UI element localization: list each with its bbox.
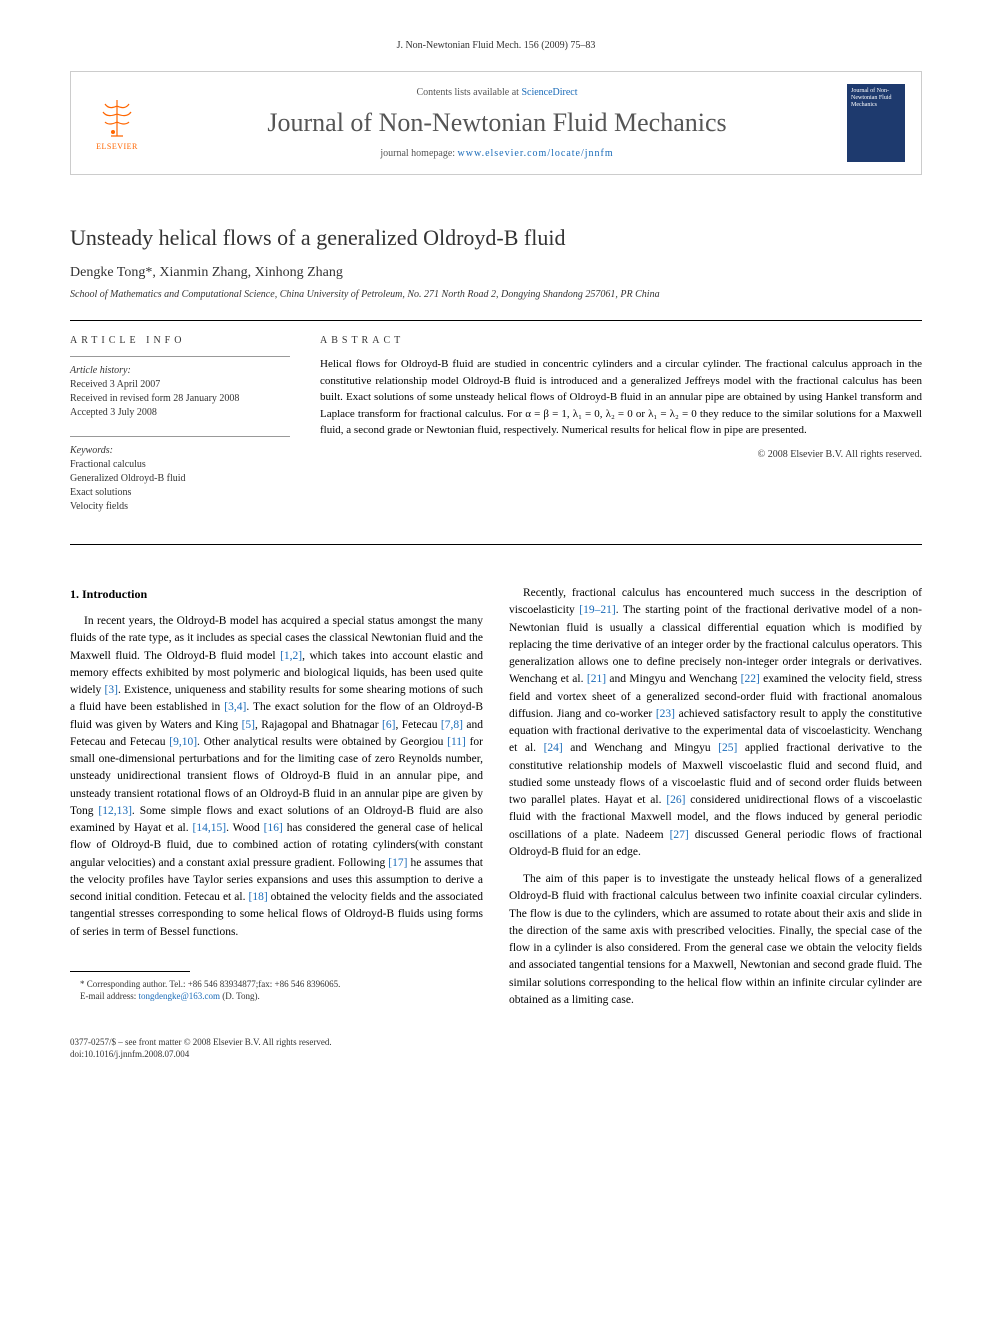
- body-columns: 1. Introduction In recent years, the Old…: [70, 585, 922, 1019]
- author-email[interactable]: tongdengke@163.com: [138, 991, 220, 1001]
- journal-cover-thumbnail: Journal of Non-Newtonian Fluid Mechanics: [847, 84, 905, 162]
- email-suffix: (D. Tong).: [220, 991, 260, 1001]
- abstract-text: Helical flows for Oldroyd-B fluid are st…: [320, 356, 922, 439]
- publisher-name: ELSEVIER: [96, 142, 138, 151]
- contents-available-line: Contents lists available at ScienceDirec…: [147, 87, 847, 98]
- author-affiliation: School of Mathematics and Computational …: [70, 289, 922, 300]
- body-column-right: Recently, fractional calculus has encoun…: [509, 585, 922, 1019]
- article-info-column: ARTICLE INFO Article history: Received 3…: [70, 335, 290, 530]
- doi-line: doi:10.1016/j.jnnfm.2008.07.004: [70, 1049, 922, 1061]
- intro-paragraph-3: The aim of this paper is to investigate …: [509, 871, 922, 1009]
- body-column-left: 1. Introduction In recent years, the Old…: [70, 585, 483, 1019]
- email-footnote: E-mail address: tongdengke@163.com (D. T…: [70, 990, 483, 1003]
- journal-reference: J. Non-Newtonian Fluid Mech. 156 (2009) …: [70, 40, 922, 51]
- history-label: Article history:: [70, 365, 290, 376]
- homepage-link[interactable]: www.elsevier.com/locate/jnnfm: [458, 148, 614, 159]
- keywords-block: Keywords: Fractional calculus Generalize…: [70, 436, 290, 514]
- keyword-4: Velocity fields: [70, 500, 290, 514]
- keyword-2: Generalized Oldroyd-B fluid: [70, 472, 290, 486]
- revised-date: Received in revised form 28 January 2008: [70, 392, 290, 406]
- article-title: Unsteady helical flows of a generalized …: [70, 225, 922, 251]
- journal-title: Journal of Non-Newtonian Fluid Mechanics: [147, 108, 847, 138]
- article-authors: Dengke Tong*, Xianmin Zhang, Xinhong Zha…: [70, 265, 922, 281]
- publisher-logo: ELSEVIER: [87, 88, 147, 158]
- contents-prefix: Contents lists available at: [416, 87, 521, 98]
- homepage-line: journal homepage: www.elsevier.com/locat…: [147, 148, 847, 159]
- footnote-separator: [70, 971, 190, 972]
- article-info-heading: ARTICLE INFO: [70, 335, 290, 346]
- keywords-label: Keywords:: [70, 445, 290, 456]
- email-label: E-mail address:: [80, 991, 138, 1001]
- received-date: Received 3 April 2007: [70, 378, 290, 392]
- corresponding-author-footnote: * Corresponding author. Tel.: +86 546 83…: [70, 978, 483, 991]
- journal-header-box: ELSEVIER Contents lists available at Sci…: [70, 71, 922, 175]
- section-1-heading: 1. Introduction: [70, 585, 483, 603]
- accepted-date: Accepted 3 July 2008: [70, 406, 290, 420]
- issn-line: 0377-0257/$ – see front matter © 2008 El…: [70, 1037, 922, 1049]
- intro-paragraph-1: In recent years, the Oldroyd-B model has…: [70, 613, 483, 941]
- bottom-metadata: 0377-0257/$ – see front matter © 2008 El…: [70, 1037, 922, 1060]
- keyword-3: Exact solutions: [70, 486, 290, 500]
- info-abstract-section: ARTICLE INFO Article history: Received 3…: [70, 320, 922, 545]
- abstract-copyright: © 2008 Elsevier B.V. All rights reserved…: [320, 449, 922, 460]
- sciencedirect-link[interactable]: ScienceDirect: [521, 87, 577, 98]
- page-container: J. Non-Newtonian Fluid Mech. 156 (2009) …: [0, 0, 992, 1110]
- abstract-column: ABSTRACT Helical flows for Oldroyd-B flu…: [320, 335, 922, 530]
- keyword-1: Fractional calculus: [70, 458, 290, 472]
- article-history-block: Article history: Received 3 April 2007 R…: [70, 356, 290, 420]
- elsevier-tree-icon: [95, 96, 139, 140]
- abstract-heading: ABSTRACT: [320, 335, 922, 346]
- header-center: Contents lists available at ScienceDirec…: [147, 87, 847, 159]
- homepage-prefix: journal homepage:: [380, 148, 457, 159]
- intro-paragraph-2: Recently, fractional calculus has encoun…: [509, 585, 922, 861]
